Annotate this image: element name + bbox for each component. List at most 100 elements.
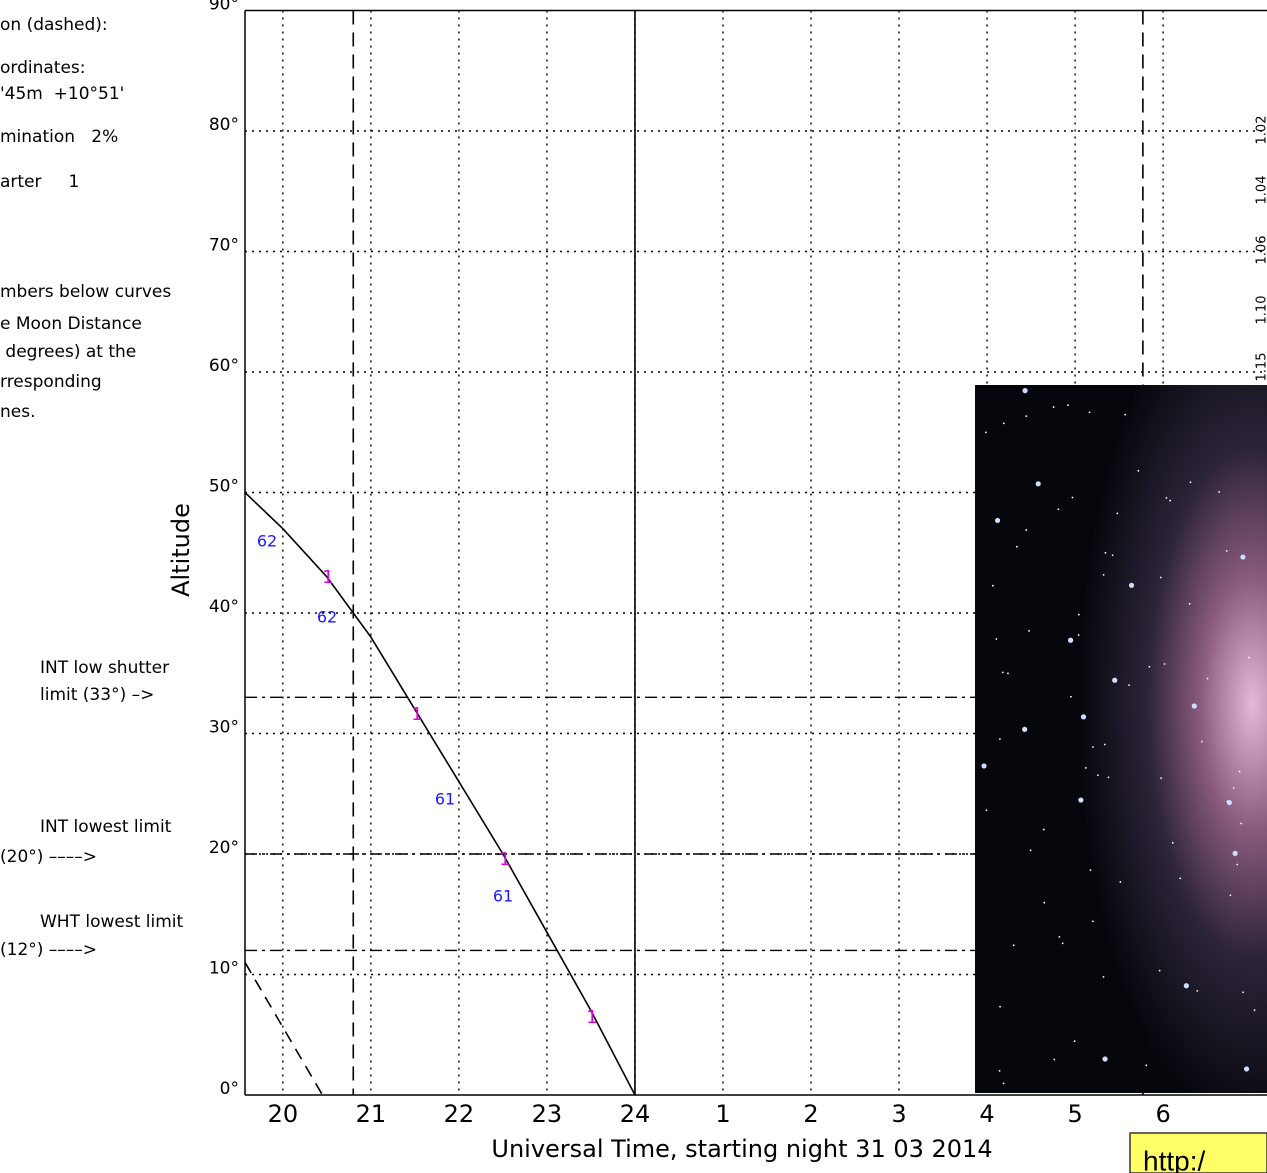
- side-note: mination 2%: [0, 127, 118, 147]
- star: [1043, 901, 1046, 904]
- star: [1218, 491, 1221, 493]
- moon-distance-label: 62: [257, 532, 277, 551]
- moon-illumination-label: 1: [499, 849, 510, 870]
- star: [1226, 800, 1229, 803]
- star: [1179, 877, 1182, 880]
- star: [1103, 743, 1106, 746]
- star: [1022, 388, 1028, 394]
- star: [1002, 422, 1005, 425]
- star: [999, 1005, 1001, 1008]
- altitude-curve: [244, 962, 324, 1096]
- side-note: (20°) ––––>: [0, 847, 97, 867]
- moon-distance-label: 61: [493, 887, 513, 906]
- star: [1077, 613, 1080, 616]
- star: [1232, 786, 1235, 789]
- star: [1253, 1009, 1256, 1012]
- side-note: '45m +10°51': [0, 84, 124, 104]
- star: [1229, 894, 1232, 897]
- star: [1128, 684, 1130, 686]
- star: [1200, 740, 1203, 743]
- star: [1025, 529, 1028, 531]
- x-tick-label: 23: [532, 1100, 563, 1128]
- x-axis-label: Universal Time, starting night 31 03 201…: [491, 1135, 992, 1163]
- star: [1104, 551, 1107, 554]
- star: [1169, 499, 1172, 502]
- altitude-curve: [244, 491, 636, 1096]
- star: [1070, 695, 1072, 698]
- airmass-label: 1.02: [1255, 116, 1267, 145]
- star: [1067, 637, 1074, 643]
- y-tick-label: 30°: [209, 718, 239, 738]
- x-tick-label: 22: [444, 1100, 475, 1128]
- side-note: nes.: [0, 402, 36, 422]
- x-tick-label: 3: [891, 1100, 906, 1128]
- star: [1196, 989, 1199, 992]
- moon-illumination-label: 1: [586, 1007, 597, 1028]
- photo-overlay: [975, 385, 1267, 1093]
- star: [1232, 850, 1238, 857]
- star: [1240, 822, 1243, 825]
- star: [1025, 415, 1028, 418]
- star: [1183, 983, 1189, 989]
- star: [1080, 714, 1087, 720]
- star: [1112, 677, 1118, 683]
- star: [1128, 582, 1135, 588]
- star: [1240, 554, 1246, 560]
- star: [1206, 677, 1209, 680]
- star: [1088, 411, 1091, 414]
- star: [1042, 828, 1045, 831]
- star: [1145, 1064, 1148, 1067]
- star: [1078, 797, 1084, 803]
- star: [1248, 656, 1251, 659]
- y-tick-label: 40°: [209, 597, 239, 617]
- side-note: WHT lowest limit: [40, 912, 184, 932]
- star: [1225, 549, 1228, 552]
- star: [1007, 672, 1009, 675]
- side-note: on (dashed):: [0, 15, 108, 35]
- star: [1001, 671, 1004, 674]
- star: [1158, 969, 1161, 972]
- star: [1238, 770, 1241, 773]
- side-note: rresponding: [0, 372, 102, 392]
- side-note: (12°) ––––>: [0, 940, 97, 960]
- y-tick-label: 90°: [209, 0, 239, 15]
- star: [1165, 496, 1168, 499]
- x-tick-label: 20: [268, 1100, 299, 1128]
- x-tick-label: 1: [715, 1100, 730, 1128]
- star: [1089, 869, 1092, 872]
- y-tick-label: 10°: [209, 959, 239, 979]
- url-box: [1129, 1132, 1267, 1173]
- side-note: INT low shutter: [40, 658, 169, 678]
- star: [1189, 481, 1192, 484]
- side-note: limit (33°) –>: [40, 685, 154, 705]
- star: [1057, 508, 1060, 511]
- star: [981, 763, 987, 769]
- star: [1092, 746, 1094, 748]
- star: [1071, 496, 1074, 499]
- side-note: INT lowest limit: [40, 817, 172, 837]
- star: [1124, 413, 1127, 416]
- moon-illumination-label: 1: [322, 567, 333, 588]
- airmass-label: 1.04: [1255, 176, 1267, 205]
- y-axis-label: Altitude: [167, 503, 195, 597]
- star: [1052, 406, 1055, 408]
- star: [994, 517, 1001, 524]
- side-note: arter 1: [0, 172, 79, 192]
- star: [1035, 481, 1041, 487]
- moon-illumination-label: 1: [411, 704, 422, 725]
- star: [998, 1070, 1001, 1072]
- side-note: e Moon Distance: [0, 314, 142, 334]
- star: [1107, 776, 1110, 779]
- moon-distance-label: 62: [317, 608, 337, 627]
- star: [1067, 404, 1069, 407]
- y-tick-label: 60°: [209, 356, 239, 376]
- star: [1097, 774, 1099, 777]
- star: [984, 431, 987, 434]
- star: [1111, 554, 1114, 557]
- star: [1119, 881, 1122, 883]
- star: [1012, 944, 1015, 947]
- x-tick-label: 24: [620, 1100, 651, 1128]
- stars: [981, 388, 1256, 1085]
- star: [1061, 942, 1064, 945]
- star: [1073, 1040, 1076, 1043]
